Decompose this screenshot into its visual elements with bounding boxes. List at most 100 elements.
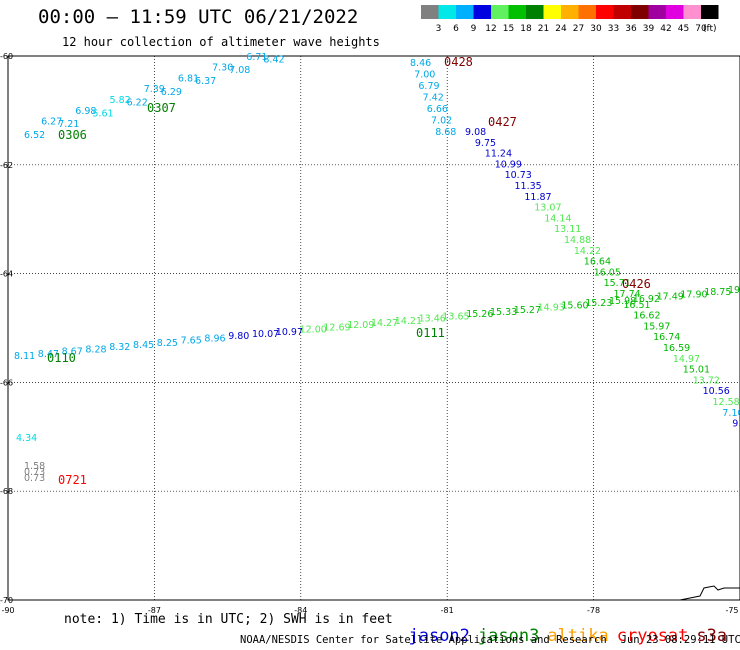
- latitude-tick-label: -68: [0, 487, 13, 496]
- wave-height-label: 12.58: [713, 397, 740, 408]
- wave-height-label: 10.07: [252, 329, 279, 340]
- colorbar-swatch: [613, 5, 631, 19]
- wave-height-label: 19.76: [728, 285, 740, 296]
- latitude-tick-label: -62: [0, 161, 13, 170]
- credit-footer: NOAA/NESDIS Center for Satellite Applica…: [240, 634, 740, 646]
- wave-height-label: 7.21: [58, 119, 79, 130]
- colorbar-swatch: [578, 5, 596, 19]
- wave-height-label: 14.22: [574, 246, 601, 257]
- wave-height-label: 8.47: [38, 349, 59, 360]
- wave-height-label: 15.71: [604, 278, 631, 289]
- wave-height-label: 14.93: [538, 303, 565, 314]
- colorbar-swatch: [543, 5, 561, 19]
- wave-height-label: 15.97: [643, 321, 670, 332]
- wave-height-label: 9.75: [475, 138, 496, 149]
- wave-height-label: 6.71: [246, 52, 267, 63]
- pass-time-label: 0110: [47, 351, 76, 365]
- colorbar-swatch: [631, 5, 649, 19]
- colorbar-tick-label: 6: [453, 24, 459, 34]
- legend-s3a: s3a: [696, 626, 728, 646]
- wave-height-label: 12.00: [300, 325, 327, 336]
- legend-jason3: jason3: [477, 626, 540, 646]
- wave-height-label: 12.09: [347, 320, 374, 331]
- wave-height-label: 7.02: [431, 116, 452, 127]
- wave-height-label: 6.27: [41, 117, 62, 128]
- colorbar-tick-label: 27: [573, 24, 584, 34]
- wave-height-label: 11.24: [485, 149, 512, 160]
- colorbar-swatch: [473, 5, 491, 19]
- wave-height-label: 6.66: [427, 104, 448, 115]
- wave-height-label: 8.32: [109, 342, 130, 353]
- wave-height-label: 14.27: [371, 318, 398, 329]
- colorbar-swatch: [456, 5, 474, 19]
- wave-height-label: 16.59: [663, 343, 690, 354]
- satellite-legend: jason2 jason3 altika cryosat s3a: [388, 606, 735, 646]
- wave-height-label: 5.61: [92, 108, 113, 119]
- wave-height-label: 15.23: [585, 298, 612, 309]
- wave-height-label: 11.87: [524, 192, 551, 203]
- wave-height-label: 7.39: [144, 84, 165, 95]
- wave-height-label: 14.21: [395, 316, 422, 327]
- colorbar-swatch: [561, 5, 579, 19]
- colorbar-swatch: [421, 5, 439, 19]
- colorbar-tick-label: 30: [590, 24, 602, 34]
- wave-height-label: 7.00: [414, 70, 435, 81]
- wave-height-label: 17.49: [657, 292, 684, 303]
- wave-height-label: 8.28: [85, 344, 106, 355]
- colorbar-tick-label: 12: [485, 24, 496, 34]
- wave-height-label: 6.52: [24, 130, 45, 141]
- colorbar-tick-label: 21: [538, 24, 549, 34]
- colorbar-legend: 3 6 9 12 15 18 21 24 27 30 33 36 39 42 45 70(ft): [421, 5, 719, 34]
- wave-height-label: 13.65: [442, 311, 469, 322]
- colorbar-tick-label: 36: [625, 24, 637, 34]
- page-subtitle: 12 hour collection of altimeter wave hei…: [62, 35, 380, 49]
- pass-time-label: 0111: [416, 326, 445, 340]
- credit-text: NOAA/NESDIS Center for Satellite Applica…: [240, 634, 607, 646]
- longitude-tick-label: -87: [148, 606, 161, 615]
- pass-time-label: 0307: [147, 101, 176, 115]
- colorbar-unit: (ft): [703, 24, 717, 34]
- wave-height-label: 1.58: [24, 461, 45, 472]
- wave-height-label: 8.67: [62, 347, 83, 358]
- wave-height-label: 8.45: [133, 340, 154, 351]
- colorbar-tick-label: 18: [520, 24, 532, 34]
- legend-cryosat: cryosat: [616, 626, 689, 646]
- pass-time-label: 0721: [58, 473, 87, 487]
- wave-height-label: 8.42: [263, 54, 284, 65]
- wave-height-label: 7.30: [212, 63, 233, 74]
- pass-time-label: 0306: [58, 128, 87, 142]
- wave-height-label: 13.46: [419, 314, 446, 325]
- wave-height-label: 14.14: [544, 213, 571, 224]
- wave-height-label: 16.92: [633, 294, 660, 305]
- wave-height-label: 0.73: [24, 473, 45, 484]
- wave-height-label: 17.74: [614, 289, 641, 300]
- wave-height-label: 13.72: [693, 375, 720, 386]
- wave-height-label: 15.33: [490, 307, 517, 318]
- wave-height-label: 8.25: [157, 338, 178, 349]
- colorbar-tick-label: 24: [555, 24, 567, 34]
- colorbar-swatch: [596, 5, 614, 19]
- wave-height-label: 14.88: [564, 235, 591, 246]
- legend-altika: altika: [547, 626, 609, 646]
- colorbar-swatch: [526, 5, 544, 19]
- colorbar-tick-label: 42: [660, 24, 671, 34]
- legend-jason2: jason2: [408, 626, 470, 646]
- wave-height-label: 5.82: [110, 95, 131, 106]
- colorbar-tick-label: 45: [678, 24, 689, 34]
- colorbar-swatch: [701, 5, 719, 19]
- wave-height-label: 13.07: [534, 203, 561, 214]
- wave-height-label: 0.73: [24, 467, 45, 478]
- colorbar-tick-label: 3: [436, 24, 442, 34]
- wave-height-label: 8.96: [204, 333, 225, 344]
- wave-height-label: 10.99: [495, 159, 522, 170]
- colorbar-tick-label: 70: [695, 24, 707, 34]
- latitude-tick-label: -66: [0, 378, 13, 387]
- wave-height-label: 6.79: [418, 81, 439, 92]
- page-title: 00:00 – 11:59 UTC 06/21/2022: [38, 6, 359, 28]
- colorbar-tick-label: 39: [643, 24, 655, 34]
- wave-height-label: 10.97: [276, 327, 303, 338]
- wave-height-label: 13.11: [554, 224, 581, 235]
- pass-time-label: 0428: [444, 55, 473, 69]
- colorbar-swatch: [438, 5, 456, 19]
